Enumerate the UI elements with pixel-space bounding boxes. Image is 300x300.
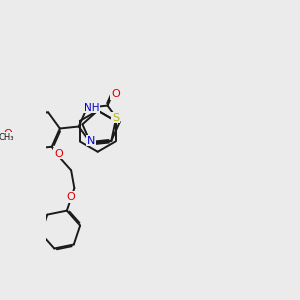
- Text: N: N: [87, 136, 95, 146]
- Text: O: O: [54, 149, 63, 159]
- Text: O: O: [111, 89, 120, 99]
- Text: S: S: [112, 113, 119, 123]
- Text: O: O: [66, 192, 75, 202]
- Text: O: O: [3, 130, 12, 140]
- Text: NH: NH: [84, 103, 99, 113]
- Text: CH₃: CH₃: [0, 133, 14, 142]
